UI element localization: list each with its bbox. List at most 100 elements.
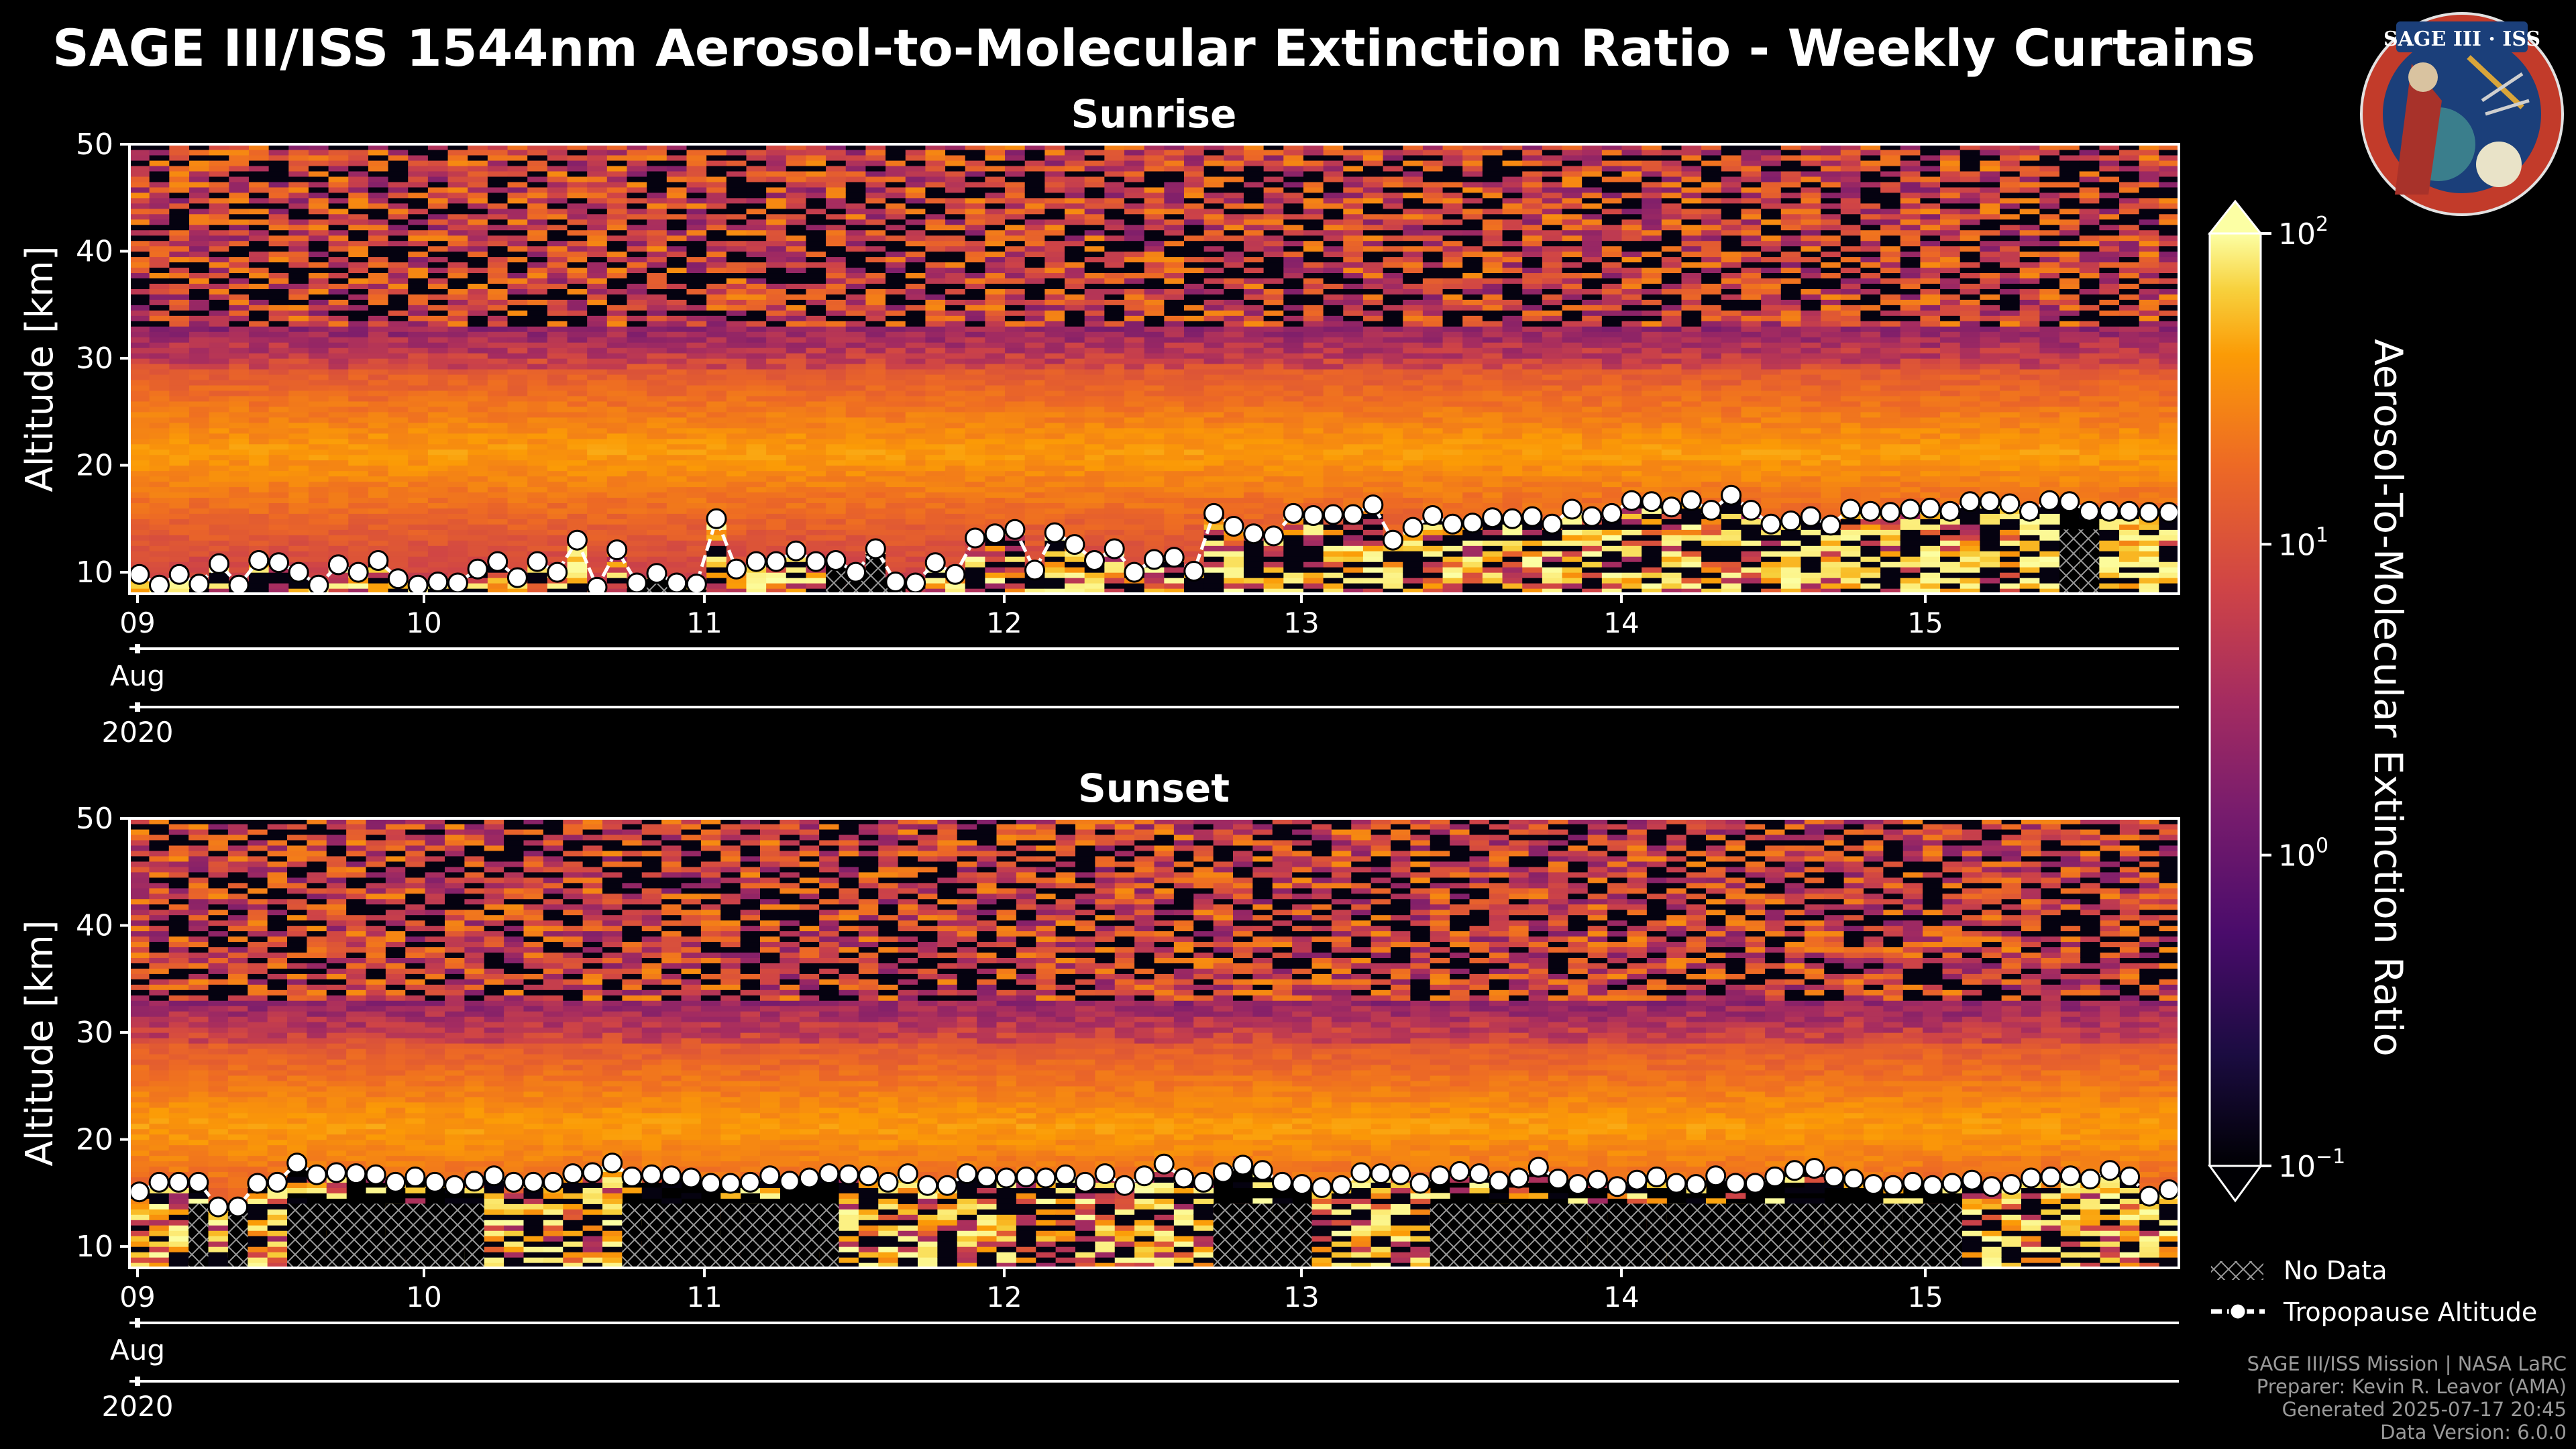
legend-no-data-label: No Data (2284, 1256, 2387, 1285)
sunrise-tropopause-point (1303, 505, 1324, 526)
sunrise-x-tick-label: 10 (406, 606, 441, 639)
sunrise-tropopause-point (1501, 508, 1523, 529)
sunset-tropopause-point (1705, 1165, 1727, 1187)
colorbar-label: Aerosol-To-Molecular Extinction Ratio (2365, 339, 2411, 1057)
sunset-tropopause-point (1685, 1174, 1707, 1195)
legend-tropopause-label: Tropopause Altitude (2283, 1297, 2537, 1327)
sunrise-tropopause-point (885, 572, 906, 592)
sunrise-tropopause-point (1283, 502, 1304, 524)
sunrise-tropopause-series (129, 484, 2179, 594)
sunset-title: Sunset (1078, 765, 1230, 811)
sunset-tropopause-point (936, 1175, 958, 1196)
sunset-tropopause-point (1134, 1165, 1155, 1187)
sunrise-y-label: Altitude [km] (18, 246, 62, 492)
sunrise-y-axis: 10 20 30 40 50 (76, 127, 129, 590)
sunset-no-data-cell (287, 1203, 307, 1268)
sunset-tropopause-point (1055, 1164, 1076, 1185)
sunset-tropopause-point (1252, 1160, 1273, 1181)
sunset-no-data-cell (445, 1203, 465, 1268)
sunset-y-tick-label: 10 (76, 1230, 113, 1264)
colorbar-extend-top (2207, 199, 2263, 235)
logo-lettering: SAGE III · ISS (2383, 28, 2540, 51)
sunset-tropopause-point (523, 1171, 544, 1193)
sunrise-tropopause-point (1004, 519, 1026, 540)
legend-tropopause-marker (2229, 1302, 2247, 1321)
sunset-tropopause-point (818, 1163, 840, 1185)
sunset-no-data-cell (1706, 1203, 1726, 1268)
sunset-tropopause-point (858, 1165, 879, 1187)
sunrise-tropopause-point (1482, 507, 1503, 529)
sunset-tropopause-point (188, 1171, 209, 1193)
sunset-tropopause-point (1291, 1174, 1313, 1195)
sunrise-tropopause-point (686, 574, 707, 594)
sunset-tropopause-point (838, 1164, 859, 1185)
sunset-no-data-cell (1923, 1203, 1943, 1268)
sunset-tropopause-point (2158, 1179, 2179, 1200)
sunset-no-data-cell (326, 1203, 347, 1268)
legend-no-data-swatch (2211, 1261, 2263, 1280)
sunset-tropopause-point (1035, 1167, 1057, 1189)
sunrise-tropopause-point (1900, 498, 1921, 520)
sunrise-tropopause-point (506, 567, 528, 588)
sunset-no-data-cell (661, 1203, 682, 1268)
sunset-no-data-cell (307, 1203, 327, 1268)
sunset-no-data-cell (799, 1203, 820, 1268)
sunset-no-data-cell (1587, 1203, 1608, 1268)
sunrise-tropopause-point (1860, 500, 1881, 522)
sunset-tropopause-point (1804, 1158, 1825, 1179)
sunset-tropopause-point (1114, 1175, 1135, 1196)
sunrise-tropopause-point (387, 568, 409, 590)
sunrise-tropopause-point (1880, 502, 1901, 523)
sunrise-tropopause-point (368, 550, 389, 571)
sunset-no-data-cell (1292, 1203, 1313, 1268)
sunrise-tropopause-point (1979, 491, 2000, 513)
sunset-tropopause-point (661, 1165, 682, 1187)
sunrise-tropopause-point (1104, 538, 1125, 559)
sunrise-tropopause-point (1939, 500, 1961, 522)
sunset-tropopause-point (207, 1196, 229, 1218)
sunset-tropopause-point (1902, 1171, 1923, 1193)
sunset-no-data-cell (1725, 1203, 1746, 1268)
sunset-no-data-cell (1804, 1203, 1825, 1268)
sunset-plot-frame (128, 817, 2180, 1269)
sunrise-tropopause-point (1680, 490, 1702, 511)
sunset-tropopause-point (1823, 1166, 1845, 1187)
sunset-tropopause-point (621, 1166, 643, 1187)
sunset-tropopause-point (680, 1167, 702, 1189)
sunrise-tropopause-point (805, 551, 826, 572)
sunset-tropopause-point (1016, 1166, 1037, 1187)
sunset-no-data-cell (700, 1203, 721, 1268)
sunrise-tropopause-point (1521, 506, 1543, 527)
sunset-tropopause-point (1429, 1165, 1450, 1187)
sunset-tropopause-point (266, 1171, 288, 1193)
sunrise-y-tick-label: 10 (76, 555, 113, 590)
sunrise-x-tick-label: 09 (119, 606, 155, 639)
sunset-no-data-cell (1607, 1203, 1628, 1268)
sunset-tropopause-point (1527, 1157, 1549, 1178)
footer-line-preparer: Preparer: Kevin R. Leavor (AMA) (2256, 1375, 2567, 1398)
sunrise-tropopause-point (1542, 513, 1563, 535)
sunset-no-data-cell (1824, 1203, 1845, 1268)
sunrise-tropopause-point (1999, 493, 2021, 515)
sunrise-tropopause-point (2098, 500, 2120, 522)
sunset-tropopause-point (129, 1181, 150, 1203)
sunrise-tropopause-point (646, 563, 667, 584)
sunrise-tropopause-point (726, 558, 747, 580)
sunset-x-tick-label: 09 (119, 1281, 155, 1313)
sunrise-tropopause-point (407, 574, 429, 594)
sunset-tropopause-point (444, 1175, 466, 1196)
sunset-tropopause-point (2080, 1169, 2101, 1190)
sunset-tropopause-point (1981, 1176, 2002, 1197)
legend: No Data Tropopause Altitude (2211, 1256, 2537, 1327)
colorbar-extend-bottom (2208, 1165, 2263, 1203)
sunrise-tropopause-point (1919, 497, 1941, 519)
sunset-no-data-cell (1489, 1203, 1509, 1268)
sunset-tropopause-point (720, 1173, 741, 1194)
sunset-tropopause-point (483, 1165, 504, 1187)
sunset-tropopause-point (2040, 1166, 2061, 1187)
sunset-year-label: 2020 (102, 1390, 174, 1423)
sunrise-tropopause-point (487, 551, 508, 572)
sunset-tropopause-point (148, 1171, 170, 1193)
